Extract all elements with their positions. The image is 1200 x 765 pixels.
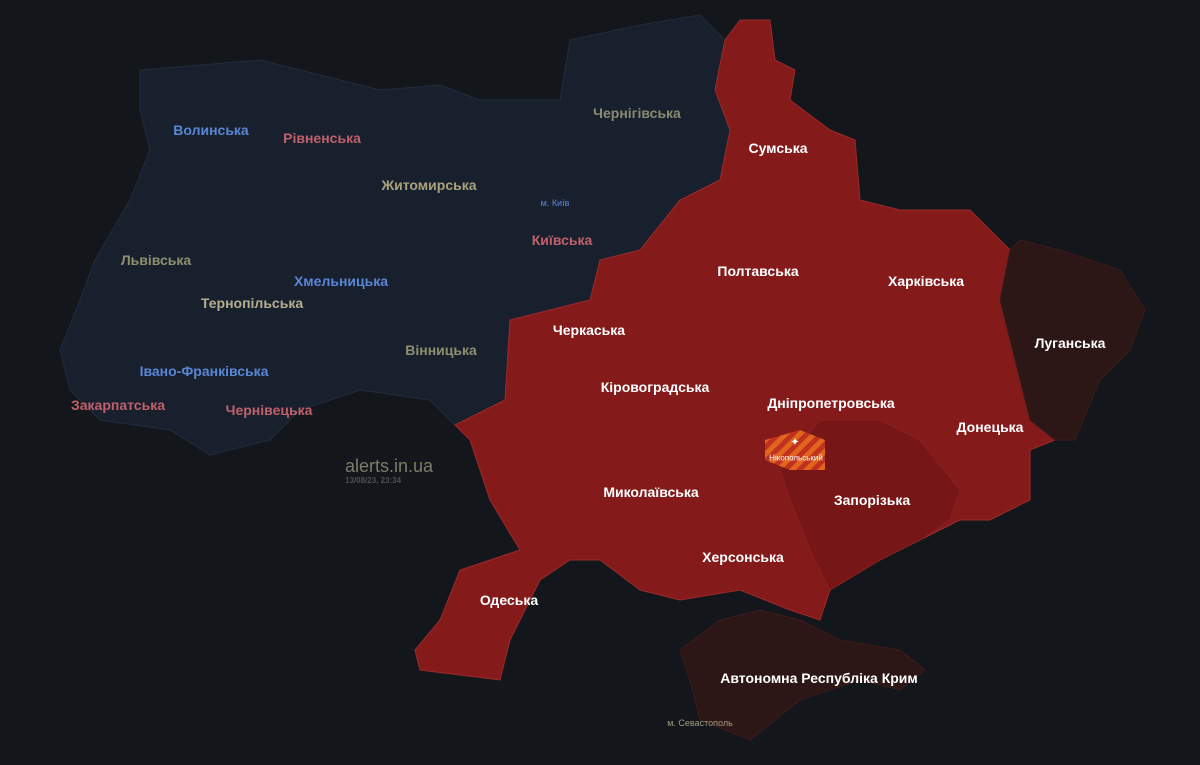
watermark-site: alerts.in.ua [345,456,434,476]
region-label: Луганська [1034,335,1106,351]
region-label: Одеська [479,592,539,608]
region-label: Чернівецька [225,402,313,418]
region-crimea[interactable] [679,609,926,741]
region-label: Хмельницька [293,273,389,289]
region-label: Рівненська [283,130,361,146]
region-label: Дніпропетровська [767,395,895,411]
region-label: Чернігівська [593,105,681,121]
region-label: Автономна Республіка Крим [720,670,918,686]
region-label: Житомирська [381,177,477,193]
watermark-timestamp: 13/08/23, 23:34 [345,476,402,485]
region-label: Тернопільська [200,295,304,311]
region-label: м. Севастополь [667,718,733,728]
region-label: Запорізька [833,492,911,508]
region-label: Харківська [887,273,965,289]
region-label: м. Київ [540,198,570,208]
region-label: Київська [531,232,593,248]
district-nikopolskyi[interactable] [765,430,825,470]
district-label-nikopolskyi: Нікопольський [769,453,823,463]
region-label: Сумська [748,140,808,156]
region-label: Черкаська [552,322,626,338]
region-label: Вінницька [405,342,477,358]
region-label: Донецька [956,419,1024,435]
region-luhanska[interactable] [999,239,1146,441]
region-label: Миколаївська [603,484,699,500]
region-label: Закарпатська [70,397,166,413]
artillery-icon: ✦ [790,436,800,449]
region-label: Кіровоградська [600,379,710,395]
region-label: Львівська [120,252,192,268]
region-label: Херсонська [702,549,784,565]
region-label: Івано-Франківська [139,363,269,379]
region-label: Волинська [173,122,249,138]
region-label: Полтавська [717,263,799,279]
